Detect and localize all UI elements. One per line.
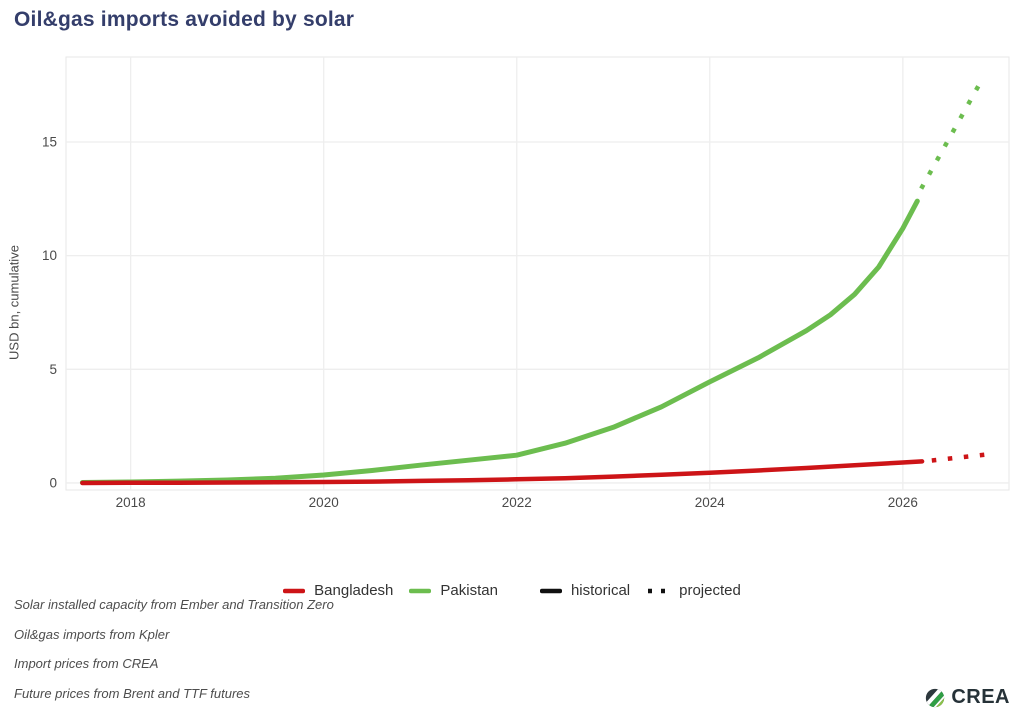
series-pakistan-projected (919, 75, 986, 190)
y-axis-label: USD bn, cumulative (6, 245, 22, 360)
legend-label: Pakistan (440, 582, 498, 599)
y-tick-label: 5 (49, 362, 57, 377)
series-bangladesh-projected (931, 452, 988, 463)
crea-logo-icon (926, 688, 945, 707)
legend-item-bangladesh: Bangladesh (283, 582, 393, 599)
footnote-future-prices: Future prices from Brent and TTF futures (14, 685, 251, 701)
footnote-imports: Oil&gas imports from Kpler (14, 626, 170, 642)
plot-panel-border (65, 56, 1010, 491)
source-footnotes: Solar installed capacity from Ember and … (14, 597, 334, 715)
y-tick-label: 15 (42, 135, 57, 150)
series-bangladesh-historical (80, 459, 925, 486)
chart-legend: Bangladesh Pakistan historical projected (0, 582, 1024, 599)
x-tick-label: 2022 (502, 495, 532, 510)
y-tick-label: 10 (42, 248, 57, 263)
x-tick-label: 2018 (116, 495, 146, 510)
pakistan-line-swatch-icon (409, 588, 432, 593)
x-tick-label: 2024 (695, 495, 726, 510)
crea-logo-text: CREA (951, 686, 1010, 708)
legend-label: Bangladesh (314, 582, 394, 599)
historical-line-swatch-icon (539, 588, 562, 593)
legend-label: projected (679, 582, 741, 599)
x-tick-label: 2026 (888, 495, 918, 510)
footnote-import-prices: Import prices from CREA (14, 656, 159, 671)
crea-logo: CREA (924, 686, 1010, 709)
legend-item-projected: projected (646, 582, 741, 599)
footnote-solar-capacity: Solar installed capacity from Ember and … (14, 597, 334, 612)
legend-item-pakistan: Pakistan (409, 582, 498, 599)
line-chart-canvas: 0 5 10 15 2018 2020 2022 2024 2026 (42, 56, 1010, 510)
series-pakistan-historical (79, 198, 920, 485)
y-tick-label: 0 (49, 475, 57, 490)
bangladesh-line-swatch-icon (283, 588, 306, 593)
legend-item-historical: historical (539, 582, 631, 599)
legend-label: historical (570, 582, 631, 599)
projected-line-swatch-icon (648, 588, 671, 593)
x-tick-label: 2020 (309, 495, 339, 510)
page-title: Oil&gas imports avoided by solar (14, 8, 355, 31)
